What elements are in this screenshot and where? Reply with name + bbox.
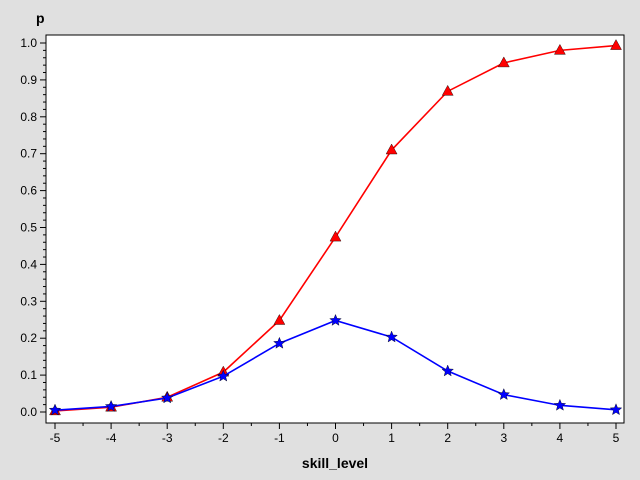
data-point-star <box>385 330 398 343</box>
y-tick-label: 0.3 <box>20 294 37 308</box>
y-tick-label: 0.6 <box>20 184 37 198</box>
x-tick-label: 1 <box>388 431 395 445</box>
x-axis: -5 -4 -3 -2 -1 0 1 2 3 4 5 <box>50 423 620 445</box>
y-axis-title: p <box>36 10 45 26</box>
y-tick-label: 0.0 <box>20 405 37 419</box>
x-tick-label: -4 <box>106 431 117 445</box>
x-tick-label: 4 <box>557 431 564 445</box>
data-point-triangle <box>554 43 566 55</box>
data-point-triangle <box>441 84 454 96</box>
x-tick-label: 0 <box>332 431 339 445</box>
data-point-triangle <box>610 39 622 50</box>
y-axis: 0.0 0.1 0.2 0.3 0.4 0.5 0.6 0.7 0.8 0.9 1.0 <box>20 36 46 419</box>
y-tick-label: 0.2 <box>20 331 37 345</box>
x-tick-label: 5 <box>613 431 620 445</box>
y-tick-label: 0.9 <box>20 73 37 87</box>
x-tick-label: -5 <box>50 431 61 445</box>
y-tick-label: 0.7 <box>20 147 37 161</box>
data-point-star <box>553 398 567 411</box>
y-tick-label: 0.5 <box>20 221 37 235</box>
data-point-triangle <box>329 230 342 242</box>
data-point-star <box>48 403 62 416</box>
x-tick-label: -1 <box>274 431 285 445</box>
data-point-triangle <box>385 143 398 155</box>
data-point-star <box>609 403 623 416</box>
data-point-star <box>329 313 342 326</box>
y-tick-label: 0.4 <box>20 257 37 271</box>
data-point-star <box>273 336 286 349</box>
data-point-star <box>441 364 454 377</box>
x-tick-label: -3 <box>162 431 173 445</box>
data-point-star <box>217 369 230 382</box>
plot-area <box>45 34 625 424</box>
data-point-triangle <box>497 56 510 68</box>
series-layer <box>48 39 623 416</box>
x-axis-title: skill_level <box>302 455 368 471</box>
data-point-star <box>160 391 174 404</box>
data-point-star <box>497 388 511 400</box>
data-point-star <box>104 399 118 412</box>
y-tick-label: 0.8 <box>20 110 37 124</box>
x-tick-label: 3 <box>500 431 507 445</box>
x-tick-label: 2 <box>444 431 451 445</box>
y-tick-label: 1.0 <box>20 36 37 50</box>
data-point-triangle <box>273 314 286 325</box>
y-tick-label: 0.1 <box>20 368 37 382</box>
x-tick-label: -2 <box>218 431 229 445</box>
